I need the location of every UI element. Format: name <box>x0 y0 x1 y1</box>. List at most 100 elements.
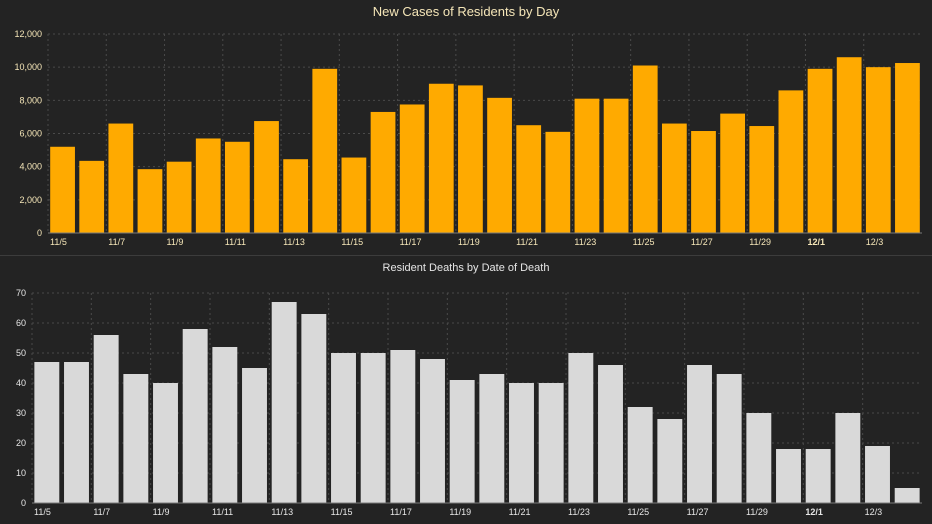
x-tick-label: 11/11 <box>225 237 246 247</box>
bar-11-21 <box>509 383 534 503</box>
bar-11-9 <box>153 383 178 503</box>
x-tick-label: 11/23 <box>574 237 596 247</box>
x-tick-label: 11/13 <box>283 237 305 247</box>
bar-11-23 <box>574 98 600 233</box>
bar-12-3 <box>865 67 891 234</box>
bar-11-29 <box>746 413 772 503</box>
bar-11-22 <box>545 131 571 233</box>
bar-11-17 <box>390 350 416 503</box>
bar-11-24 <box>603 98 629 233</box>
bar-11-12 <box>254 121 279 233</box>
y-tick-label: 70 <box>16 288 26 298</box>
y-tick-label: 40 <box>16 378 26 388</box>
bar-11-5 <box>34 362 60 503</box>
bar-11-11 <box>212 347 238 503</box>
bar-12-1 <box>805 449 831 503</box>
bar-11-18 <box>428 83 454 233</box>
x-tick-label: 11/25 <box>633 237 655 247</box>
bar-11-15 <box>341 157 367 233</box>
x-tick-label: 11/5 <box>34 507 51 517</box>
y-tick-label: 6,000 <box>19 129 42 139</box>
bar-11-20 <box>479 374 505 503</box>
bar-11-18 <box>420 359 445 503</box>
bar-12-2 <box>836 57 862 233</box>
x-tick-label: 11/29 <box>749 237 771 247</box>
bar-12-4 <box>894 488 920 503</box>
chart-divider <box>0 255 932 256</box>
x-tick-label: 12/3 <box>865 507 883 517</box>
x-tick-label: 11/13 <box>271 507 293 517</box>
bar-12-2 <box>835 413 861 503</box>
y-tick-label: 20 <box>16 438 26 448</box>
bar-11-7 <box>93 335 119 503</box>
x-tick-label: 11/9 <box>153 507 170 517</box>
x-tick-label: 12/3 <box>866 237 884 247</box>
x-tick-label: 11/7 <box>108 237 125 247</box>
y-tick-label: 12,000 <box>14 29 42 39</box>
x-tick-label: 11/5 <box>50 237 67 247</box>
bar-11-25 <box>632 65 658 233</box>
y-tick-label: 4,000 <box>19 162 42 172</box>
y-tick-label: 60 <box>16 318 26 328</box>
y-tick-label: 0 <box>21 498 26 508</box>
bar-11-26 <box>657 419 683 503</box>
bar-11-12 <box>242 368 267 503</box>
deaths-chart: Resident Deaths by Date of Death 0 10 20 30 4… <box>16 262 922 517</box>
bar-11-16 <box>360 353 386 503</box>
new-cases-chart: New Cases of Residents by Day 0 2,000 4,000… <box>14 4 922 247</box>
x-tick-label: 11/9 <box>167 237 184 247</box>
y-tick-label: 50 <box>16 348 26 358</box>
bar-11-25 <box>627 407 653 503</box>
bar-11-14 <box>312 68 338 233</box>
x-tick-label: 11/15 <box>331 507 353 517</box>
x-tick-label: 11/15 <box>341 237 363 247</box>
x-tick-label: 11/27 <box>691 237 713 247</box>
bar-11-30 <box>776 449 801 503</box>
y-tick-label: 0 <box>37 228 42 238</box>
bar-11-21 <box>516 125 542 233</box>
x-tick-label: 11/29 <box>746 507 768 517</box>
bar-11-26 <box>661 123 687 233</box>
bar-11-6 <box>79 160 105 233</box>
bar-11-20 <box>487 97 512 234</box>
bar-11-28 <box>720 113 746 233</box>
bar-11-29 <box>749 126 775 233</box>
x-tick-label: 11/11 <box>212 507 233 517</box>
bar-11-23 <box>568 353 594 503</box>
bar-11-6 <box>64 362 89 503</box>
bar-11-8 <box>137 169 163 233</box>
bar-11-17 <box>399 104 425 234</box>
x-tick-label: 11/17 <box>400 237 422 247</box>
bar-11-30 <box>778 90 804 233</box>
bar-11-10 <box>182 329 208 503</box>
bar-11-22 <box>538 383 564 503</box>
bar-12-1 <box>807 68 833 233</box>
bar-11-5 <box>50 146 75 233</box>
x-tick-label: 11/21 <box>509 507 531 517</box>
x-tick-label: 11/19 <box>449 507 471 517</box>
bar-11-16 <box>370 111 396 233</box>
x-tick-label: 11/23 <box>568 507 590 517</box>
x-tick-label: 12/1 <box>807 237 825 247</box>
bar-11-9 <box>166 161 192 233</box>
bar-11-11 <box>224 141 250 233</box>
bar-12-3 <box>865 446 890 503</box>
bar-11-13 <box>283 159 309 233</box>
x-tick-label: 12/1 <box>805 507 823 517</box>
y-tick-label: 10,000 <box>14 62 42 72</box>
bar-12-4 <box>895 63 920 234</box>
bar-11-28 <box>716 374 742 503</box>
x-tick-label: 11/25 <box>627 507 649 517</box>
x-tick-label: 11/27 <box>687 507 709 517</box>
bar-11-13 <box>271 302 297 503</box>
bar-11-24 <box>598 365 623 503</box>
y-tick-label: 8,000 <box>19 95 42 105</box>
bar-11-19 <box>458 85 483 234</box>
y-tick-label: 2,000 <box>19 195 42 205</box>
bar-11-15 <box>331 353 356 503</box>
x-tick-label: 11/21 <box>516 237 538 247</box>
bar-11-27 <box>691 131 716 233</box>
bar-11-8 <box>123 374 149 503</box>
bar-11-19 <box>449 380 475 503</box>
